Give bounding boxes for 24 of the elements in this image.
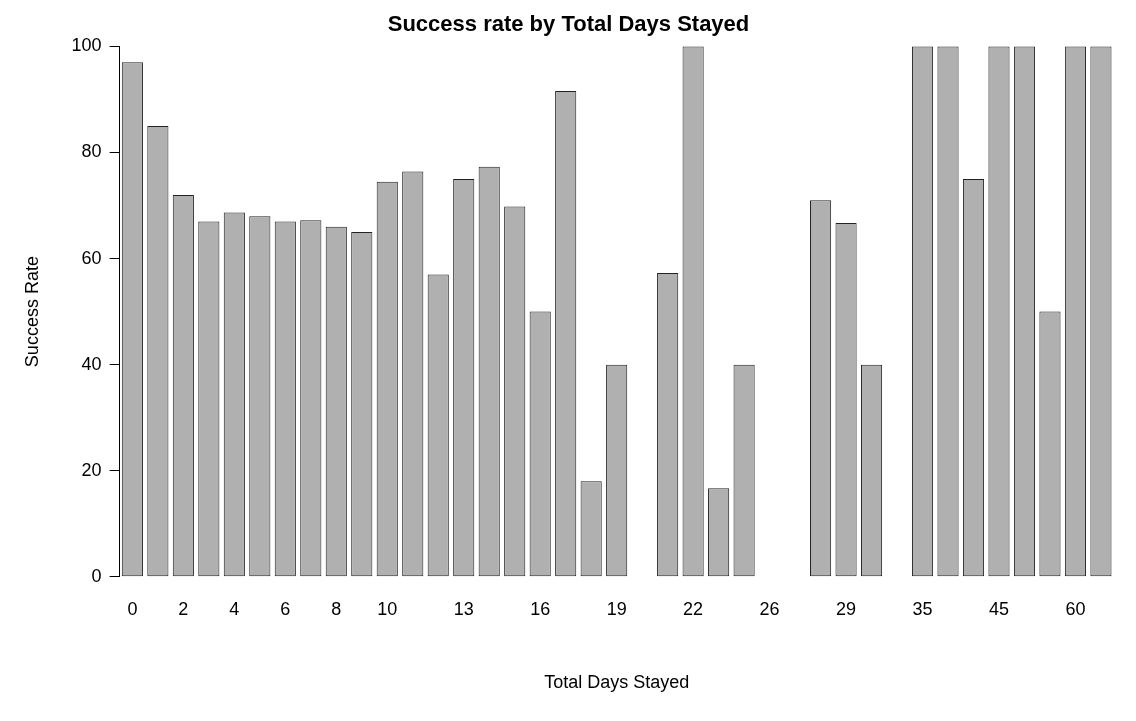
x-tick-label: 22	[683, 598, 704, 619]
x-tick-label: 0	[127, 598, 138, 619]
y-tick-label: 60	[81, 247, 102, 268]
y-tick-label: 0	[91, 565, 102, 586]
chart-title: Success rate by Total Days Stayed	[387, 11, 750, 37]
x-tick-label: 2	[178, 598, 189, 619]
y-tick-label: 80	[81, 141, 102, 162]
x-tick-label: 4	[229, 598, 240, 619]
y-axis-title: Success Rate	[21, 256, 42, 368]
x-tick-label: 10	[377, 598, 398, 619]
x-tick-label: 26	[759, 598, 780, 619]
x-tick-label: 8	[331, 598, 342, 619]
y-tick-label: 40	[81, 353, 102, 374]
x-tick-label: 60	[1065, 598, 1086, 619]
x-axis-title: Total Days Stayed	[544, 672, 690, 693]
x-tick-label: 19	[606, 598, 627, 619]
y-tick-label: 20	[81, 459, 102, 480]
y-tick-label: 100	[71, 35, 102, 56]
x-tick-label: 35	[912, 598, 933, 619]
x-tick-label: 45	[988, 598, 1010, 619]
x-tick-label: 29	[836, 598, 857, 619]
x-tick-label: 16	[530, 598, 551, 619]
x-tick-label: 13	[453, 598, 474, 619]
x-tick-label: 6	[280, 598, 291, 619]
